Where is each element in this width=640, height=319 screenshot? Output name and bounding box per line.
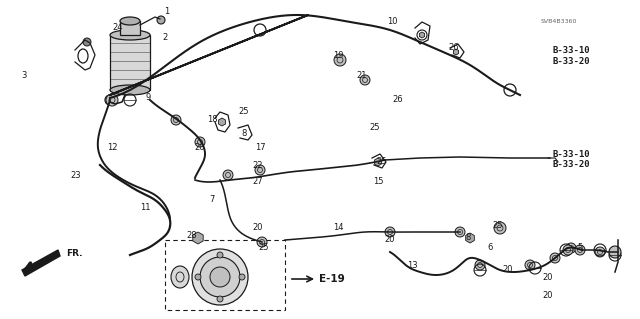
Text: 25: 25 bbox=[239, 108, 249, 116]
Circle shape bbox=[525, 260, 535, 270]
Polygon shape bbox=[193, 232, 203, 244]
Text: E-19: E-19 bbox=[319, 274, 345, 284]
Text: 11: 11 bbox=[140, 204, 150, 212]
Text: 8: 8 bbox=[465, 234, 470, 242]
Circle shape bbox=[595, 247, 605, 257]
Polygon shape bbox=[419, 32, 424, 38]
Circle shape bbox=[360, 75, 370, 85]
Text: 24: 24 bbox=[113, 24, 124, 33]
Circle shape bbox=[609, 246, 621, 258]
Polygon shape bbox=[374, 158, 381, 166]
Text: 1: 1 bbox=[164, 8, 170, 17]
Text: 6: 6 bbox=[487, 243, 493, 253]
Text: 9: 9 bbox=[145, 93, 150, 102]
Circle shape bbox=[455, 227, 465, 237]
Text: 25: 25 bbox=[493, 220, 503, 229]
Circle shape bbox=[217, 296, 223, 302]
Circle shape bbox=[200, 257, 240, 297]
Polygon shape bbox=[22, 250, 60, 276]
Text: 13: 13 bbox=[406, 261, 417, 270]
Text: 25: 25 bbox=[377, 158, 387, 167]
Circle shape bbox=[239, 274, 245, 280]
Ellipse shape bbox=[171, 266, 189, 288]
Bar bbox=[120, 21, 140, 35]
Text: 17: 17 bbox=[255, 144, 266, 152]
Text: 20: 20 bbox=[253, 224, 263, 233]
Ellipse shape bbox=[110, 85, 150, 95]
Circle shape bbox=[385, 227, 395, 237]
Circle shape bbox=[255, 165, 265, 175]
Text: 20: 20 bbox=[195, 144, 205, 152]
Circle shape bbox=[192, 249, 248, 305]
Bar bbox=[165, 240, 285, 310]
Circle shape bbox=[494, 222, 506, 234]
Circle shape bbox=[83, 38, 91, 46]
Text: 15: 15 bbox=[372, 177, 383, 187]
Text: 19: 19 bbox=[333, 50, 343, 60]
Circle shape bbox=[106, 94, 118, 106]
Circle shape bbox=[475, 260, 485, 270]
Circle shape bbox=[575, 245, 585, 255]
Circle shape bbox=[563, 245, 573, 255]
Text: 12: 12 bbox=[107, 144, 117, 152]
Text: 8: 8 bbox=[241, 129, 246, 137]
Polygon shape bbox=[453, 49, 459, 55]
Text: 20: 20 bbox=[503, 265, 513, 275]
Text: 2: 2 bbox=[163, 33, 168, 42]
Polygon shape bbox=[218, 118, 225, 126]
Circle shape bbox=[257, 237, 267, 247]
Text: 10: 10 bbox=[387, 18, 397, 26]
Circle shape bbox=[217, 252, 223, 258]
Text: SVB4B3360: SVB4B3360 bbox=[541, 19, 577, 24]
Text: 20: 20 bbox=[543, 291, 553, 300]
Circle shape bbox=[210, 267, 230, 287]
Circle shape bbox=[195, 274, 201, 280]
Circle shape bbox=[195, 137, 205, 147]
Text: 27: 27 bbox=[253, 177, 263, 187]
Text: 23: 23 bbox=[70, 170, 81, 180]
Text: 5: 5 bbox=[577, 243, 582, 253]
Text: 3: 3 bbox=[21, 70, 27, 79]
Text: 7: 7 bbox=[209, 196, 214, 204]
Circle shape bbox=[171, 115, 181, 125]
Text: 26: 26 bbox=[393, 95, 403, 105]
Circle shape bbox=[550, 253, 560, 263]
Bar bbox=[110, 35, 150, 90]
Text: 14: 14 bbox=[333, 224, 343, 233]
Text: 28: 28 bbox=[187, 231, 197, 240]
Circle shape bbox=[334, 54, 346, 66]
Text: 21: 21 bbox=[356, 70, 367, 79]
Circle shape bbox=[157, 16, 165, 24]
Text: 25: 25 bbox=[370, 123, 380, 132]
Ellipse shape bbox=[120, 17, 140, 25]
Text: 20: 20 bbox=[543, 273, 553, 283]
Text: 22: 22 bbox=[253, 160, 263, 169]
Text: 20: 20 bbox=[385, 235, 396, 244]
Text: B-33-10
B-33-20: B-33-10 B-33-20 bbox=[552, 46, 590, 65]
Text: 25: 25 bbox=[259, 243, 269, 253]
Polygon shape bbox=[466, 233, 474, 243]
Text: B-33-10
B-33-20: B-33-10 B-33-20 bbox=[552, 150, 590, 169]
Ellipse shape bbox=[110, 30, 150, 40]
Circle shape bbox=[566, 243, 576, 253]
Text: 26: 26 bbox=[449, 43, 460, 53]
Text: FR.: FR. bbox=[66, 249, 83, 258]
Circle shape bbox=[223, 170, 233, 180]
Text: 18: 18 bbox=[207, 115, 218, 124]
